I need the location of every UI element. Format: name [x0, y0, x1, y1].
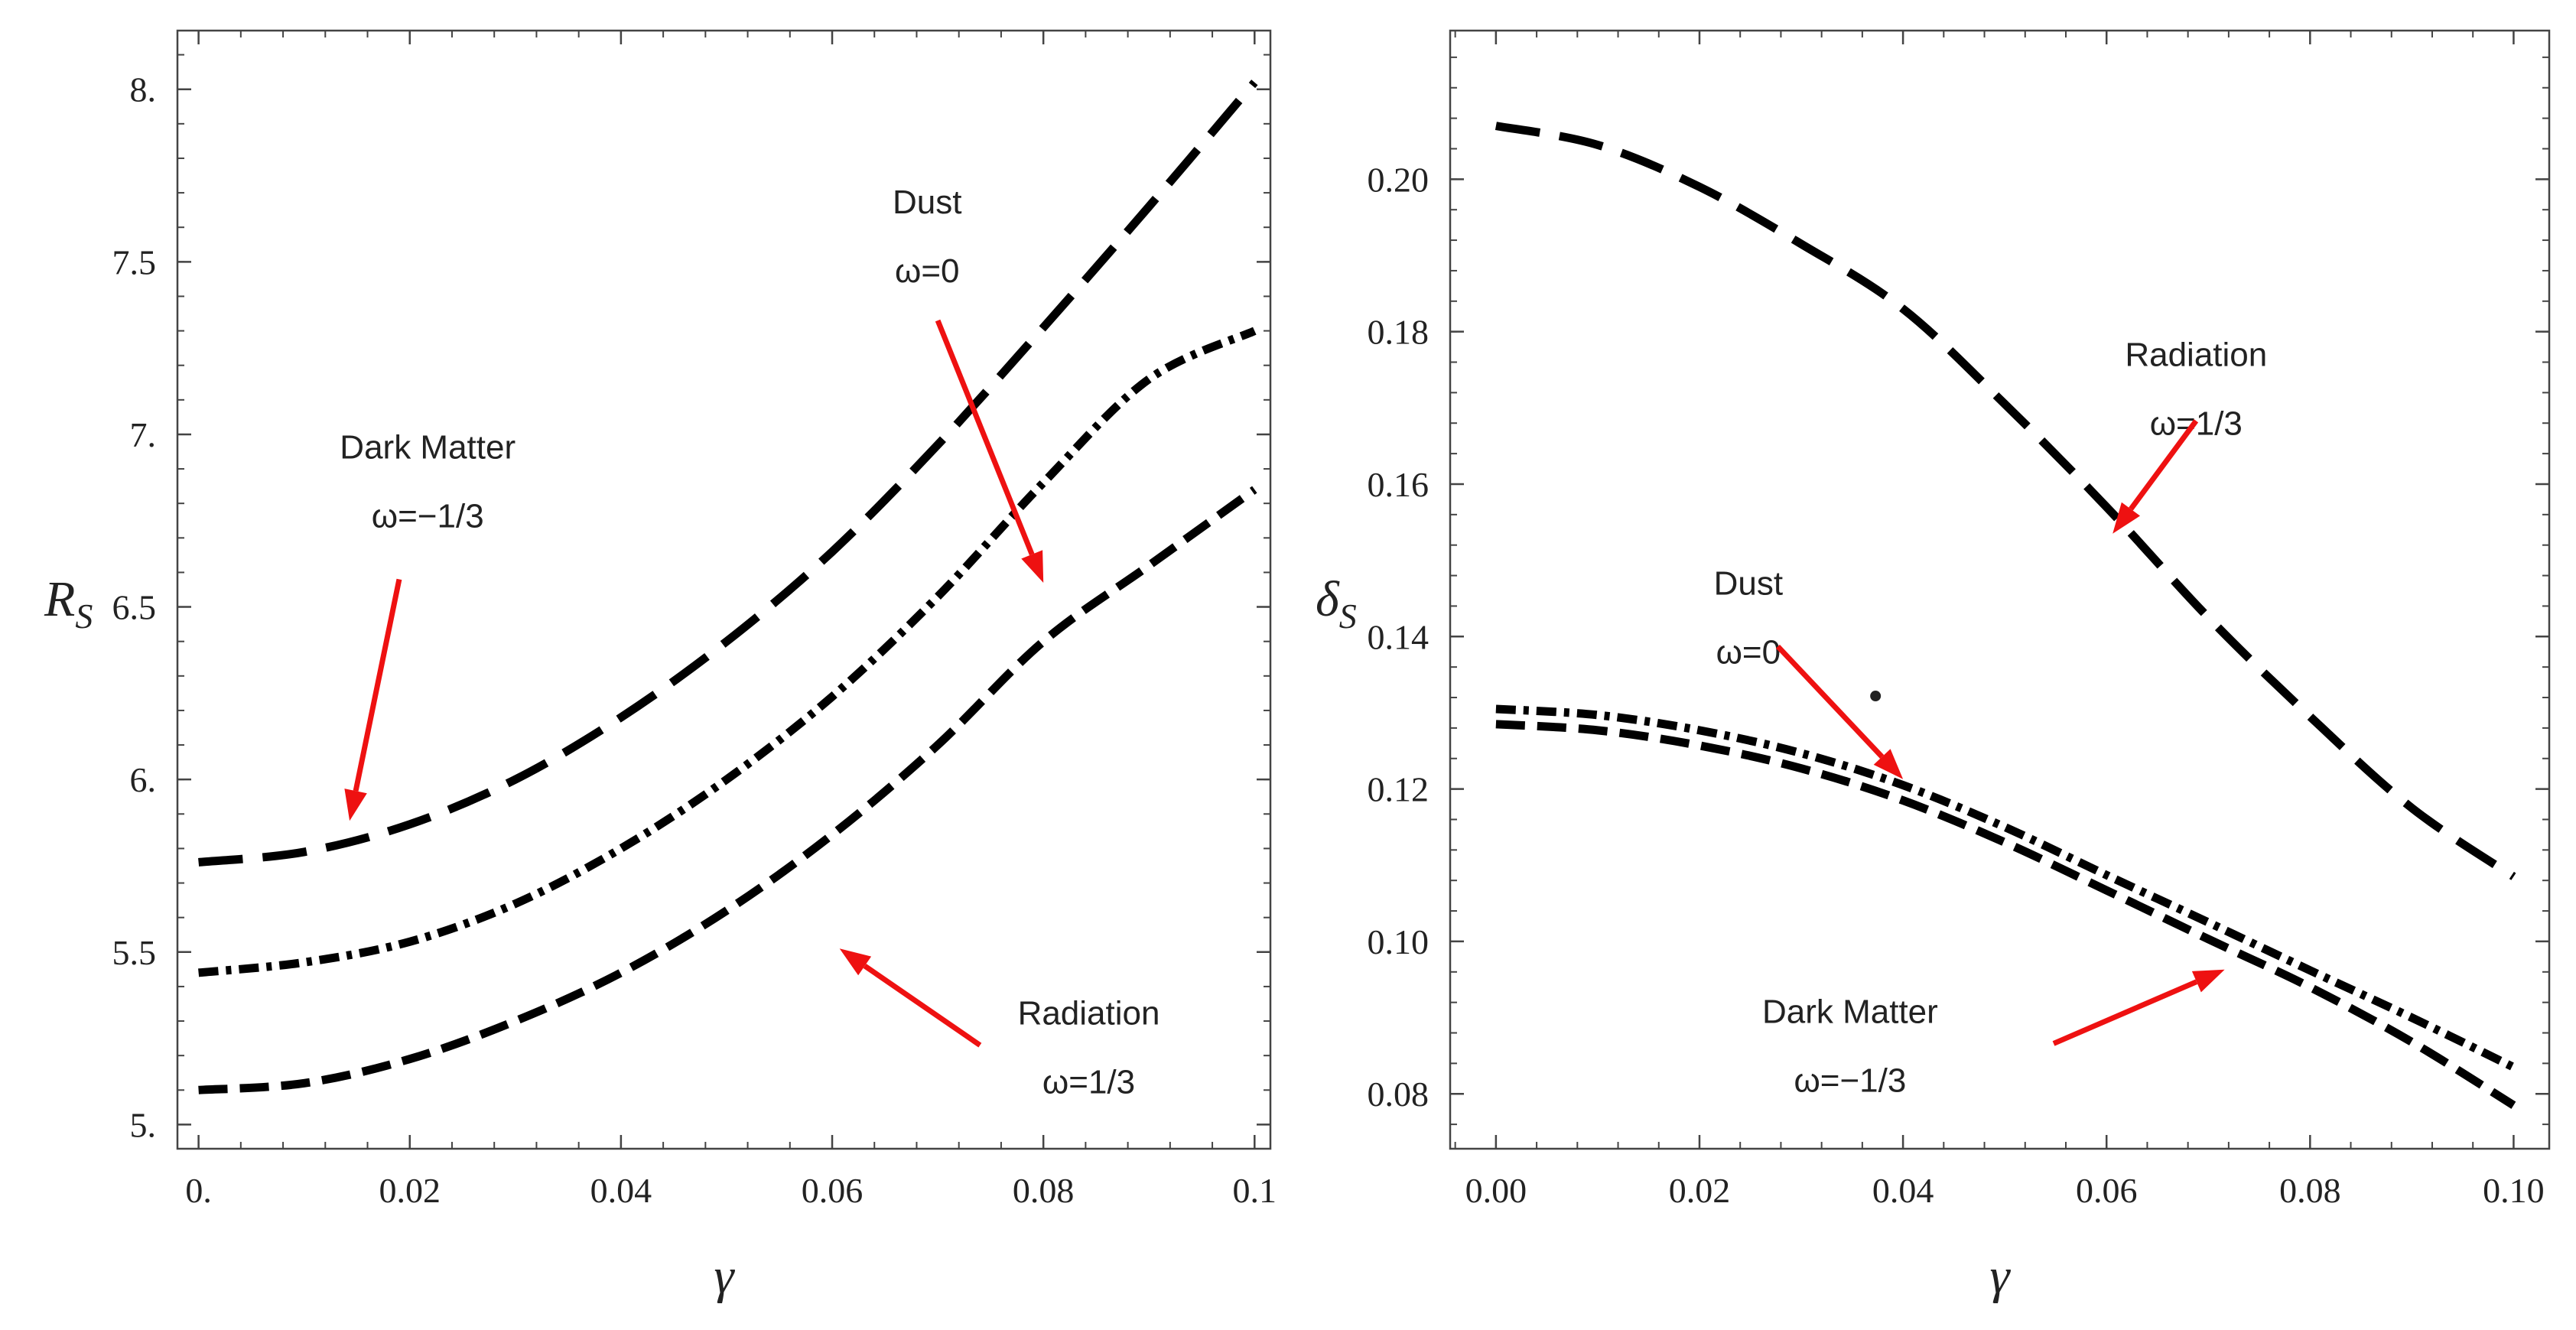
x-tick-label: 0.06: [2076, 1171, 2138, 1210]
x-tick-label: 0.: [185, 1171, 212, 1210]
stray-marker-dot: [1870, 691, 1882, 702]
y-tick-label: 0.10: [1368, 922, 1429, 961]
x-tick-label: 0.08: [1013, 1171, 1075, 1210]
series-radiation-line: [198, 486, 1257, 1094]
arrow-dark-matter-head: [344, 789, 367, 821]
y-tick-label: 5.5: [112, 933, 157, 972]
y-tick-label: 5.: [130, 1105, 157, 1144]
series-dust-line: [1495, 704, 2516, 1071]
arrow-dust-head: [1021, 550, 1044, 583]
y-tick-label: 0.20: [1368, 160, 1429, 199]
annotation-eos-dark-matter: ω=−1/3: [1794, 1062, 1906, 1100]
chart-panel-delta: 0.00 0.02 0.04 0.06 0.08 0.10 0.08 0.10 0.12 0.14…: [1316, 29, 2551, 1304]
y-tick-label: 8.: [130, 70, 157, 109]
x-tick-label: 0.1: [1233, 1171, 1277, 1210]
arrow-dark-matter-head: [2191, 969, 2225, 993]
x-tick-label: 0.10: [2483, 1171, 2545, 1210]
x-tick-label: 0.08: [2279, 1171, 2341, 1210]
x-tick-label: 0.04: [1872, 1171, 1934, 1210]
annotation-eos-radiation: ω=1/3: [1042, 1064, 1135, 1101]
annotation-eos-dark-matter: ω=−1/3: [372, 498, 484, 535]
arrow-radiation-head: [839, 948, 872, 976]
y-tick-label: 0.08: [1368, 1075, 1429, 1114]
annotation-eos-dust: ω=0: [1716, 633, 1781, 671]
series-dark-matter-line: [1495, 720, 2516, 1109]
x-tick-label: 0.06: [802, 1171, 864, 1210]
x-axis-label: γ: [714, 1248, 735, 1304]
y-tick-label: 0.18: [1368, 313, 1429, 352]
arrow-radiation-shaft: [2129, 419, 2199, 511]
y-tick-label: 6.: [130, 760, 157, 799]
arrow-dark-matter-shaft: [2052, 979, 2198, 1046]
series-dust-line: [198, 327, 1257, 977]
arrow-dark-matter-shaft: [353, 578, 402, 792]
series-dark-matter-line: [198, 80, 1258, 867]
arrow-radiation-shaft: [863, 964, 982, 1048]
y-tick-label: 0.12: [1368, 770, 1429, 809]
arrow-radiation-head: [2113, 502, 2140, 534]
annotation-label-dust: Dust: [893, 184, 961, 221]
chart-panel-rs: 0. 0.02 0.04 0.06 0.08 0.1 5. 5.5 6. 6.5 7. 7.5 8. γ R…: [44, 29, 1277, 1304]
annotation-label-dust: Dust: [1714, 564, 1783, 602]
arrow-dust-shaft: [1775, 644, 1885, 759]
annotation-label-radiation: Radiation: [1018, 995, 1160, 1032]
x-tick-label: 0.04: [590, 1171, 652, 1210]
annotation-label-radiation: Radiation: [2125, 337, 2267, 374]
x-tick-label: 0.02: [1669, 1171, 1731, 1210]
annotation-eos-dust: ω=0: [895, 252, 960, 290]
plot-frame: [1449, 29, 2551, 1150]
y-tick-label: 7.: [130, 415, 157, 454]
x-tick-label: 0.02: [379, 1171, 441, 1210]
y-tick-label: 0.16: [1368, 465, 1429, 504]
x-axis-label: γ: [1989, 1248, 2011, 1304]
y-axis-label: RS: [44, 571, 93, 636]
arrow-dust-shaft: [935, 319, 1035, 556]
y-tick-label: 6.5: [112, 588, 157, 627]
x-tick-label: 0.00: [1465, 1171, 1527, 1210]
y-tick-label: 0.14: [1368, 617, 1429, 656]
annotation-label-dark-matter: Dark Matter: [340, 429, 516, 467]
annotation-label-dark-matter: Dark Matter: [1762, 993, 1938, 1031]
y-axis-label: δS: [1316, 571, 1357, 636]
series-radiation-line: [1495, 122, 2516, 880]
y-tick-label: 7.5: [112, 242, 157, 281]
arrow-dust-head: [1873, 749, 1904, 779]
plot-frame: [176, 29, 1272, 1150]
